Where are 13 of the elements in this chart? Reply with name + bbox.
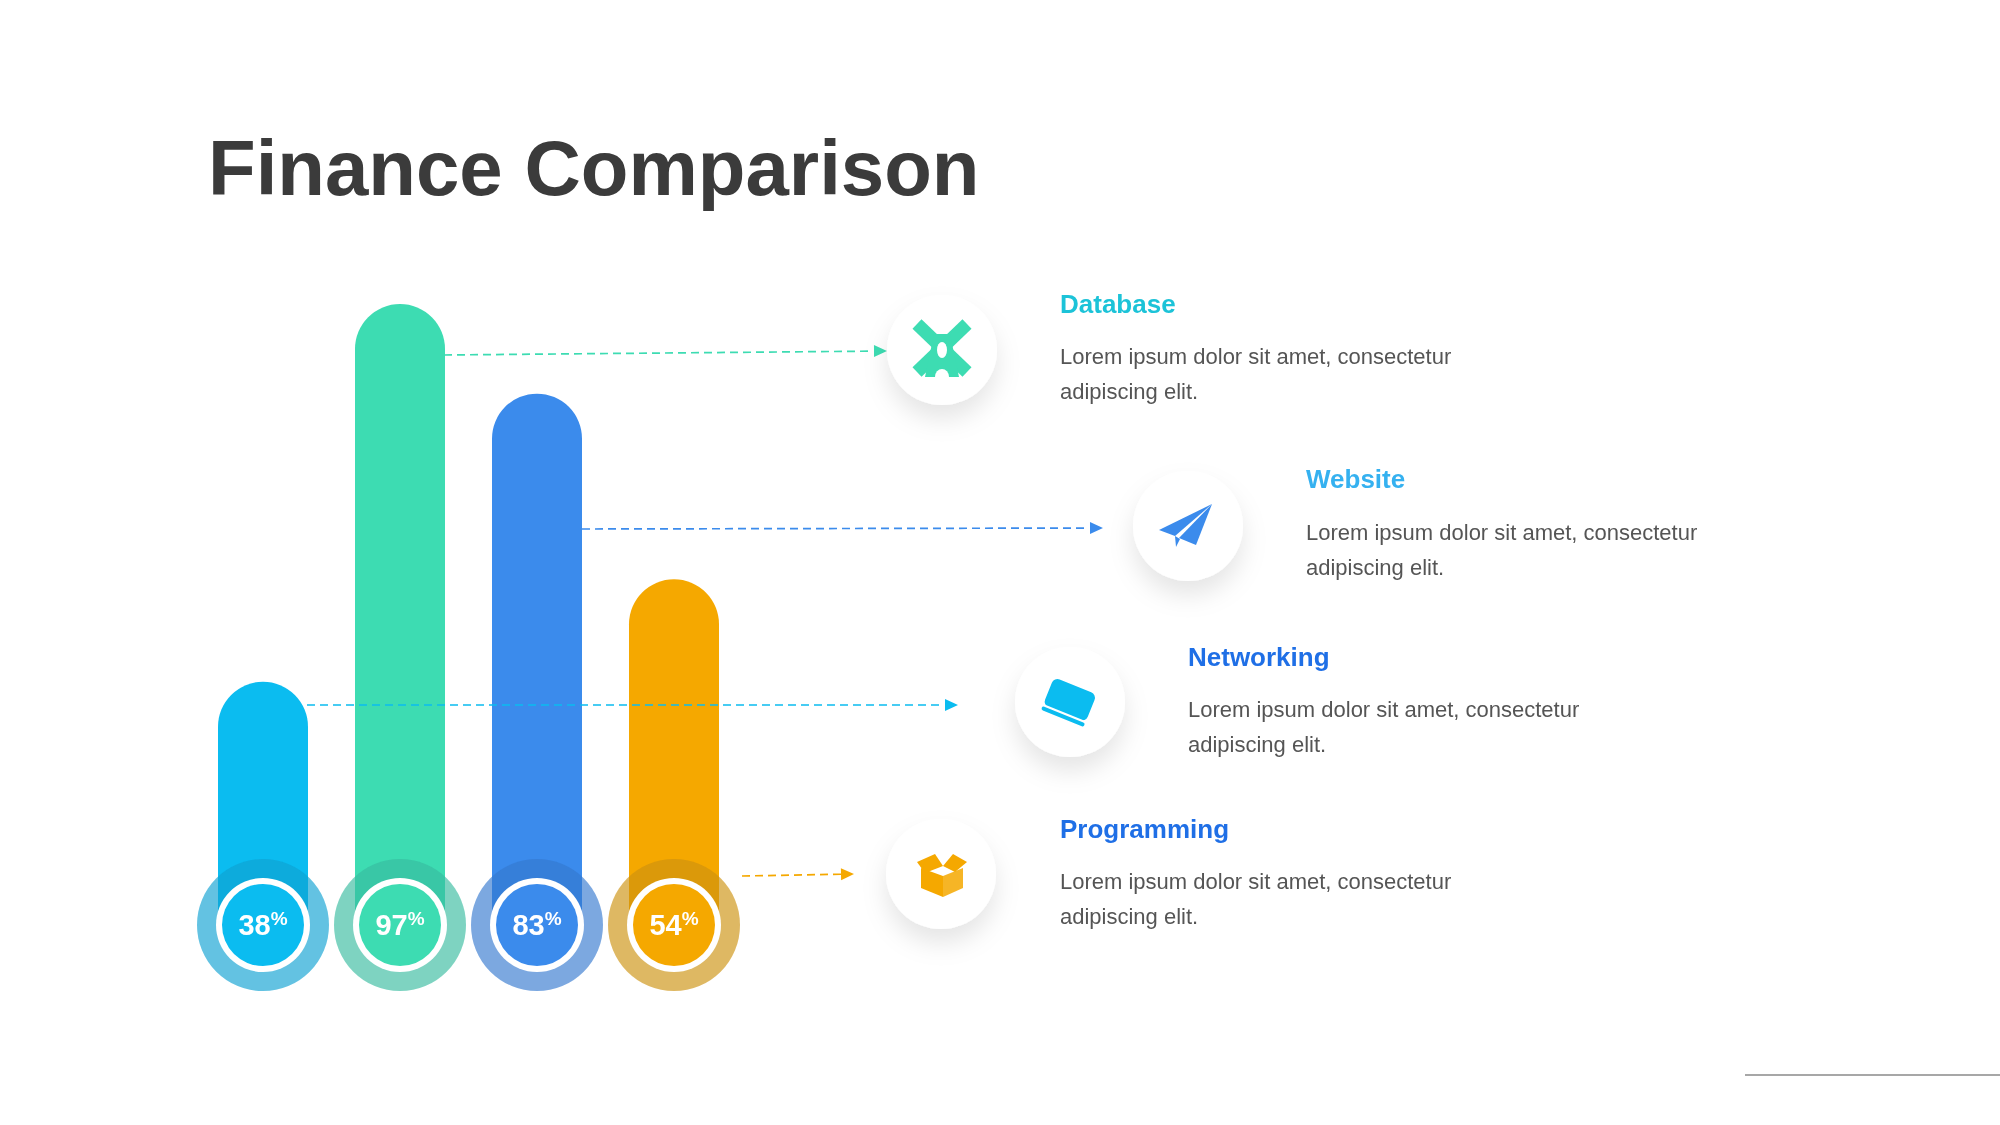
text: Lorem ipsum dolor sit amet, consectetur adipiscing elit. bbox=[1060, 868, 1453, 931]
chart-title: Finance Comparison bbox=[208, 124, 980, 212]
text: Programming bbox=[1060, 814, 1230, 844]
data-label: 54$^{%}$ bbox=[649, 908, 699, 941]
text: Lorem ipsum dolor sit amet, consectetur adipiscing elit. bbox=[1188, 696, 1581, 759]
text: Database bbox=[1060, 289, 1176, 319]
data-label: 83$^{%}$ bbox=[512, 908, 562, 941]
text: Lorem ipsum dolor sit amet, consectetur adipiscing elit. bbox=[1060, 343, 1453, 406]
data-label: 97$^{%}$ bbox=[375, 908, 425, 941]
text: Lorem ipsum dolor sit amet, consectetur adipiscing elit. bbox=[1306, 519, 1699, 582]
text: Networking bbox=[1188, 642, 1330, 672]
data-label: 38$^{%}$ bbox=[238, 908, 288, 941]
text: Website bbox=[1306, 464, 1406, 494]
